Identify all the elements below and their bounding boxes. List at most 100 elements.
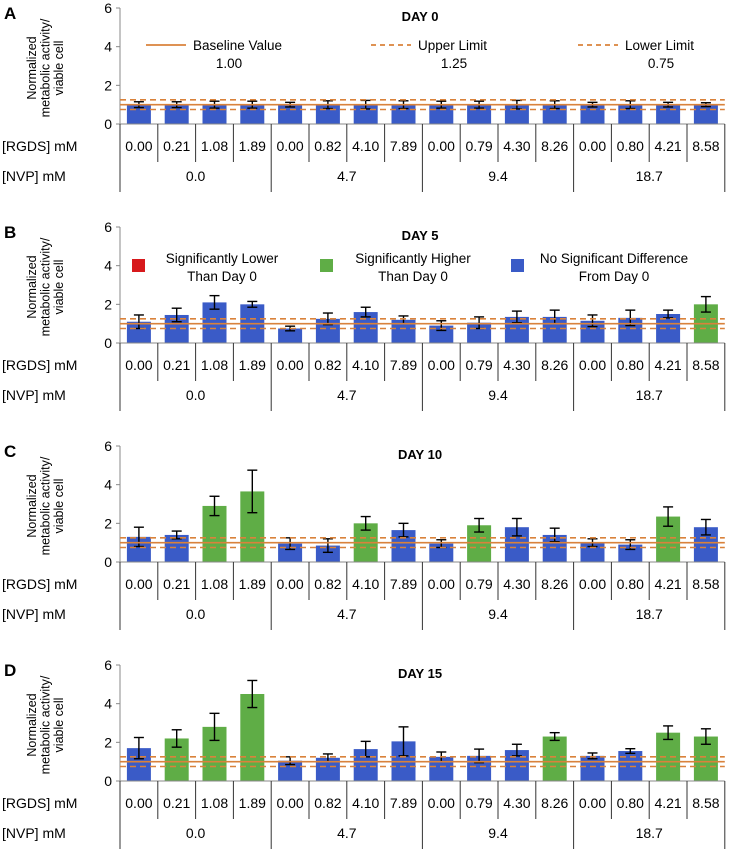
nvp-value: 9.4 xyxy=(488,168,508,184)
y-axis-label-line: Normalized xyxy=(25,255,39,318)
panel-title: DAY 10 xyxy=(398,447,442,462)
rgds-value: 0.00 xyxy=(428,357,455,373)
legend-label: Significantly Lower xyxy=(166,251,279,266)
rgds-value: 7.89 xyxy=(390,795,417,811)
rgds-value: 0.00 xyxy=(125,795,152,811)
y-axis-label-line: metabolic activity/ xyxy=(39,237,53,336)
panel-c: C DAY 10 Normalizedmetabolic activity/viab… xyxy=(2,438,726,630)
nvp-value: 4.7 xyxy=(337,825,357,841)
rgds-value: 0.21 xyxy=(163,576,190,592)
rgds-value: 4.10 xyxy=(352,138,379,154)
legend-label: Significantly Higher xyxy=(355,251,471,266)
y-axis-label: Normalizedmetabolic activity/viable cell xyxy=(25,237,66,336)
panel-letter: C xyxy=(4,442,16,461)
rgds-value: 7.89 xyxy=(390,138,417,154)
y-tick-label: 0 xyxy=(104,773,112,789)
y-axis-label-line: metabolic activity/ xyxy=(39,18,53,117)
y-axis-label: Normalizedmetabolic activity/viable cell xyxy=(25,456,66,555)
rgds-value: 0.82 xyxy=(314,576,341,592)
y-tick-label: 6 xyxy=(104,657,112,673)
bar xyxy=(580,542,605,562)
legend-label: No Significant Difference xyxy=(540,251,688,266)
y-axis-label-line: Normalized xyxy=(25,474,39,537)
panel-title: DAY 15 xyxy=(398,666,442,681)
baseline-legend-value: 1.00 xyxy=(216,56,242,71)
y-axis-label-line: viable cell xyxy=(52,698,66,753)
bar xyxy=(542,736,567,781)
legend-label: Than Day 0 xyxy=(378,269,448,284)
bar xyxy=(315,757,340,781)
rgds-value: 0.21 xyxy=(163,138,190,154)
rgds-value: 0.79 xyxy=(465,795,492,811)
bar xyxy=(240,694,265,781)
legend-swatch xyxy=(511,259,524,272)
bar xyxy=(278,328,303,343)
bar xyxy=(580,104,605,124)
significance-legend: Significantly Lower Than Day 0 Significant… xyxy=(132,251,688,284)
y-axis-label-line: viable cell xyxy=(52,41,66,96)
rgds-value: 8.58 xyxy=(692,576,719,592)
y-axis-label-line: viable cell xyxy=(52,479,66,534)
rgds-value: 0.00 xyxy=(579,357,606,373)
rgds-value: 4.10 xyxy=(352,357,379,373)
rgds-value: 0.80 xyxy=(617,576,644,592)
bar xyxy=(618,544,643,562)
rgds-row-label: [RGDS] mM xyxy=(2,138,77,154)
rgds-value: 0.00 xyxy=(428,138,455,154)
rgds-value: 1.08 xyxy=(201,795,228,811)
rgds-value: 8.26 xyxy=(541,138,568,154)
nvp-value: 18.7 xyxy=(636,168,663,184)
nvp-row-label: [NVP] mM xyxy=(2,606,66,622)
rgds-value: 4.21 xyxy=(654,795,681,811)
nvp-row-label: [NVP] mM xyxy=(2,168,66,184)
legend-swatch xyxy=(320,259,333,272)
y-axis-label-line: Normalized xyxy=(25,693,39,756)
panel-letter: D xyxy=(4,661,16,680)
rgds-value: 0.82 xyxy=(314,357,341,373)
rgds-value: 4.30 xyxy=(503,357,530,373)
y-axis-label-line: viable cell xyxy=(52,260,66,315)
rgds-value: 0.80 xyxy=(617,138,644,154)
rgds-value: 7.89 xyxy=(390,576,417,592)
upper-limit-legend-value: 1.25 xyxy=(441,56,467,71)
reference-legend: Baseline Value 1.00 Upper Limit 1.25 Lower L… xyxy=(146,38,694,71)
panel-letter: A xyxy=(4,4,16,23)
y-tick-label: 0 xyxy=(104,116,112,132)
rgds-value: 0.00 xyxy=(276,795,303,811)
bar xyxy=(580,755,605,781)
panel-a: A DAY 0 Normalizedmetabolic activity/viabl… xyxy=(2,0,726,192)
bar xyxy=(315,545,340,562)
nvp-value: 18.7 xyxy=(636,387,663,403)
rgds-value: 0.80 xyxy=(617,795,644,811)
rgds-value: 1.08 xyxy=(201,357,228,373)
bar xyxy=(693,104,718,124)
nvp-value: 9.4 xyxy=(488,825,508,841)
nvp-value: 0.0 xyxy=(186,387,206,403)
nvp-value: 0.0 xyxy=(186,825,206,841)
rgds-value: 4.21 xyxy=(654,357,681,373)
y-tick-label: 2 xyxy=(104,296,112,312)
rgds-value: 4.10 xyxy=(352,795,379,811)
rgds-value: 0.82 xyxy=(314,138,341,154)
rgds-row-label: [RGDS] mM xyxy=(2,576,77,592)
rgds-value: 0.21 xyxy=(163,795,190,811)
y-axis-label-line: metabolic activity/ xyxy=(39,456,53,555)
nvp-value: 18.7 xyxy=(636,825,663,841)
rgds-value: 1.89 xyxy=(239,138,266,154)
panel-d: D DAY 15 Normalizedmetabolic activity/viab… xyxy=(2,657,726,849)
nvp-row-label: [NVP] mM xyxy=(2,825,66,841)
rgds-value: 4.21 xyxy=(654,138,681,154)
nvp-value: 0.0 xyxy=(186,606,206,622)
lower-limit-legend-label: Lower Limit xyxy=(625,38,694,53)
y-tick-label: 6 xyxy=(104,438,112,454)
rgds-value: 0.00 xyxy=(125,138,152,154)
rgds-value: 4.10 xyxy=(352,576,379,592)
nvp-row-label: [NVP] mM xyxy=(2,387,66,403)
legend-label: Than Day 0 xyxy=(187,269,257,284)
rgds-value: 8.58 xyxy=(692,138,719,154)
y-tick-label: 0 xyxy=(104,335,112,351)
nvp-value: 4.7 xyxy=(337,606,357,622)
y-tick-label: 4 xyxy=(104,258,112,274)
rgds-value: 8.58 xyxy=(692,795,719,811)
